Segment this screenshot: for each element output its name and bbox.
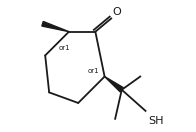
Text: SH: SH (148, 116, 164, 126)
Text: or1: or1 (87, 68, 99, 74)
Text: O: O (113, 7, 121, 17)
Polygon shape (105, 77, 123, 92)
Polygon shape (42, 22, 69, 32)
Text: or1: or1 (58, 44, 70, 51)
